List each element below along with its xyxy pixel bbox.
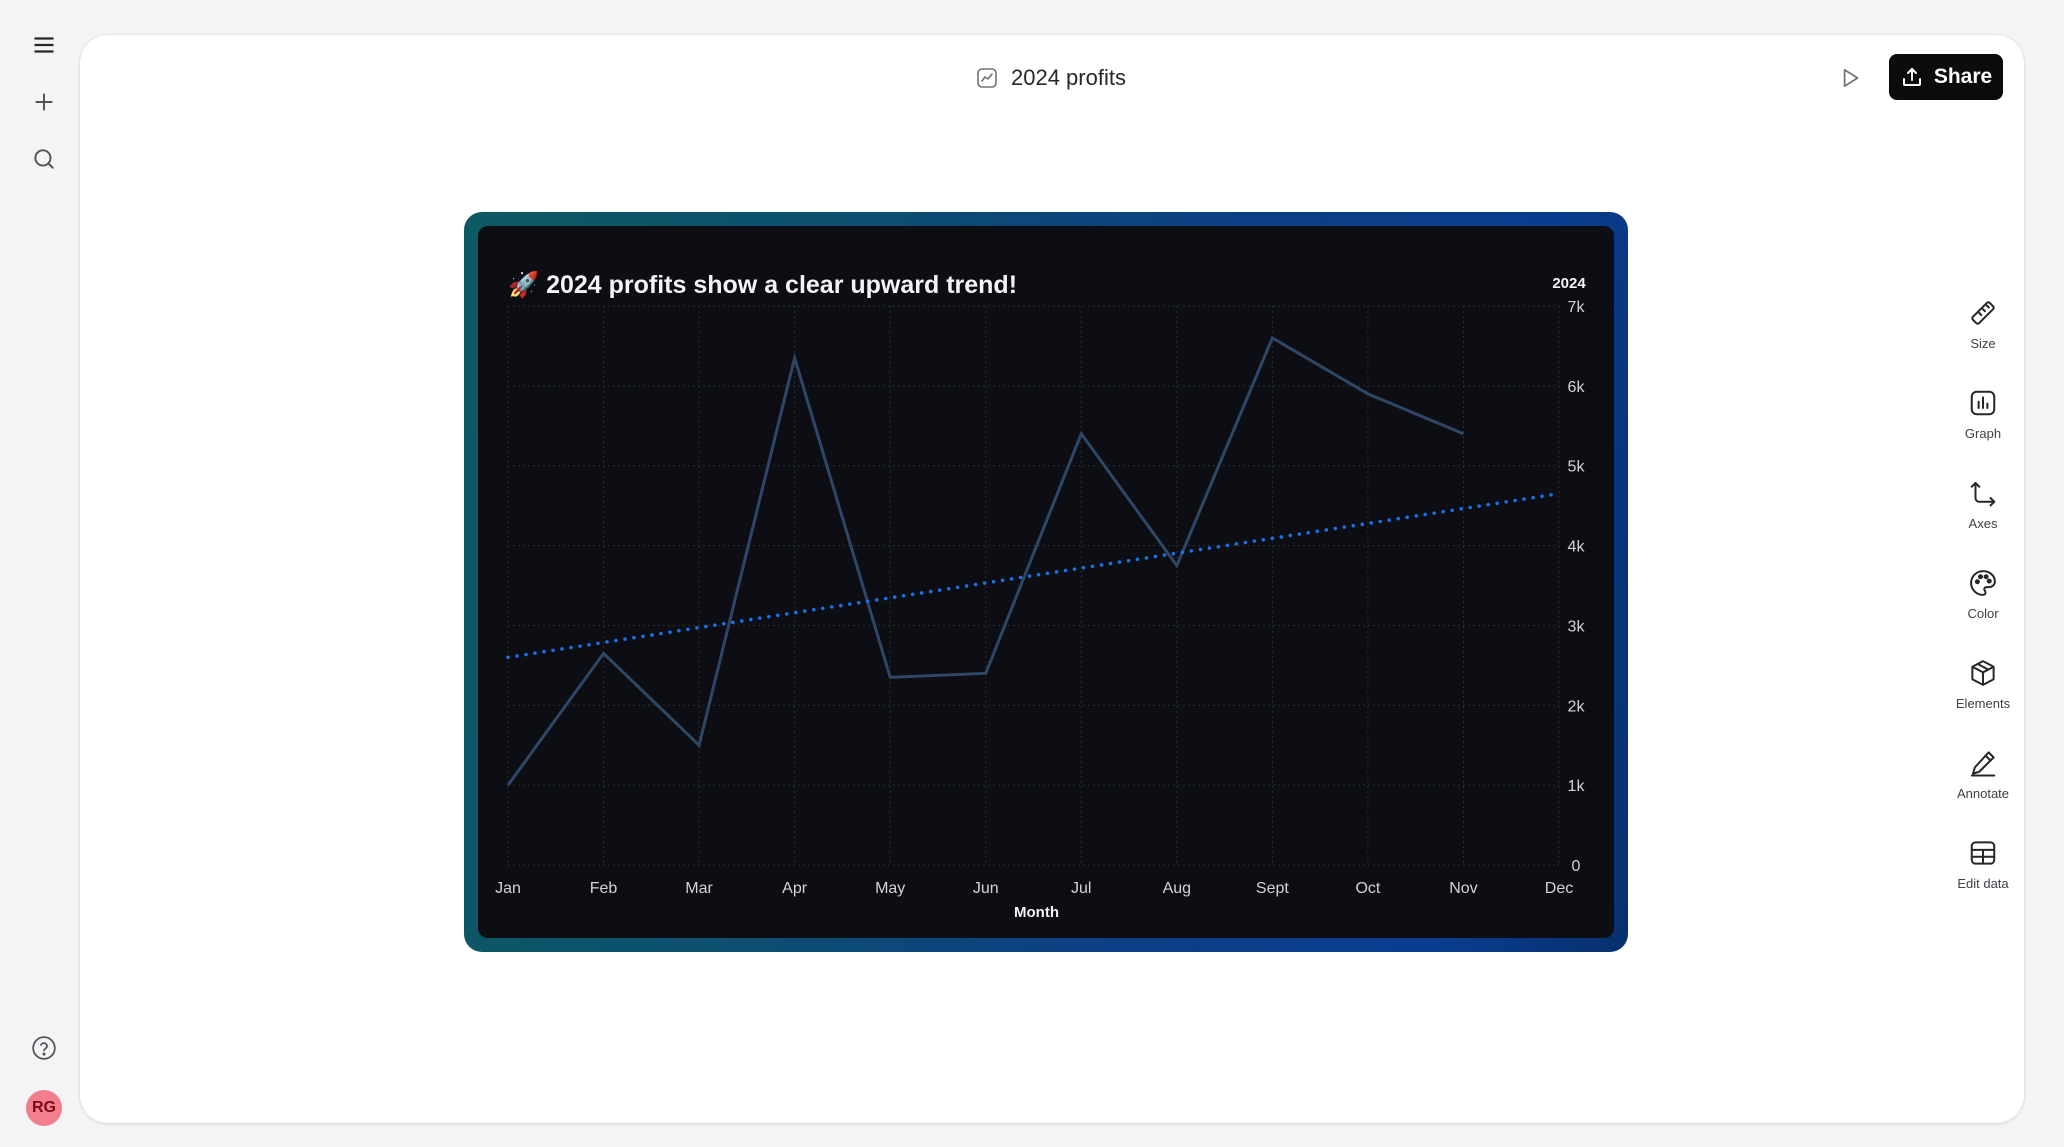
bar-chart-icon bbox=[1970, 390, 1996, 416]
x-tick-label: Apr bbox=[782, 880, 808, 897]
tool-graph-label: Graph bbox=[1964, 426, 2002, 441]
x-tick-label: Jul bbox=[1071, 880, 1091, 897]
plus-icon bbox=[35, 93, 53, 111]
left-rail: RG bbox=[0, 0, 80, 1147]
share-button[interactable]: Share bbox=[1889, 54, 2003, 100]
x-tick-label: May bbox=[875, 880, 905, 897]
x-tick-label: Jan bbox=[495, 880, 521, 897]
help-circle-icon bbox=[32, 1036, 56, 1060]
tool-size-label: Size bbox=[1970, 336, 1996, 351]
menu-button[interactable] bbox=[22, 23, 66, 67]
tool-elements-label: Elements bbox=[1955, 696, 2011, 711]
y-tick-label: 5k bbox=[1568, 459, 1586, 476]
tool-edit-data[interactable]: Edit data bbox=[1940, 830, 2026, 910]
x-tick-label: Mar bbox=[685, 880, 713, 897]
tool-annotate[interactable]: Annotate bbox=[1940, 740, 2026, 820]
table-icon bbox=[1970, 841, 1996, 865]
tool-axes[interactable]: Axes bbox=[1940, 470, 2026, 550]
tool-color[interactable]: Color bbox=[1940, 560, 2026, 640]
tool-graph[interactable]: Graph bbox=[1940, 380, 2026, 460]
y-tick-label: 2k bbox=[1568, 698, 1586, 715]
document-title-text: 2024 profits bbox=[1011, 65, 1126, 90]
chart-area: 🚀 2024 profits show a clear upward trend… bbox=[478, 226, 1614, 938]
share-label: Share bbox=[1933, 65, 1993, 88]
series-label: 2024 bbox=[1552, 275, 1586, 292]
menu-icon bbox=[34, 37, 54, 53]
cube-icon bbox=[1971, 660, 1995, 686]
x-axis-label: Month bbox=[1014, 904, 1059, 921]
line-chart: 0 1k 2k 3k 4k 5k 6k 7k Jan Feb Mar Apr May Jun Jul Aug S… bbox=[495, 275, 1586, 921]
chart-title[interactable]: 🚀 2024 profits show a clear upward trend… bbox=[508, 271, 1018, 299]
x-tick-label: Dec bbox=[1545, 880, 1573, 897]
y-tick-label: 0 bbox=[1572, 858, 1581, 875]
tool-axes-label: Axes bbox=[1968, 516, 1998, 531]
tool-size[interactable]: Size bbox=[1940, 290, 2026, 370]
trend-line bbox=[506, 491, 1561, 660]
x-tick-label: Nov bbox=[1449, 880, 1477, 897]
help-button[interactable] bbox=[22, 1026, 66, 1070]
y-tick-label: 7k bbox=[1568, 299, 1586, 316]
x-tick-label: Sept bbox=[1256, 880, 1289, 897]
upload-icon bbox=[1902, 68, 1921, 86]
tool-elements[interactable]: Elements bbox=[1940, 650, 2026, 730]
tool-annotate-label: Annotate bbox=[1956, 786, 2010, 801]
pencil-icon bbox=[1970, 751, 1996, 777]
avatar[interactable]: RG bbox=[26, 1090, 62, 1126]
tool-edit-data-label: Edit data bbox=[1957, 876, 2009, 891]
y-tick-label: 6k bbox=[1568, 379, 1586, 396]
tool-color-label: Color bbox=[1967, 606, 1999, 621]
search-icon bbox=[34, 149, 54, 169]
palette-icon bbox=[1970, 570, 1996, 596]
y-tick-label: 1k bbox=[1568, 778, 1586, 795]
axes-icon bbox=[1970, 482, 1996, 507]
x-tick-label: Aug bbox=[1163, 880, 1191, 897]
series-line bbox=[506, 335, 1465, 787]
present-button[interactable] bbox=[1830, 60, 1870, 96]
ruler-icon bbox=[1971, 301, 1995, 325]
y-tick-label: 4k bbox=[1568, 539, 1586, 556]
x-tick-label: Feb bbox=[590, 880, 618, 897]
document-title[interactable]: 2024 profits bbox=[975, 60, 1126, 96]
search-button[interactable] bbox=[22, 137, 66, 181]
y-tick-label: 3k bbox=[1568, 618, 1586, 635]
new-button[interactable] bbox=[22, 80, 66, 124]
play-icon bbox=[1843, 69, 1859, 87]
chart-file-icon bbox=[977, 68, 997, 88]
x-tick-label: Oct bbox=[1355, 880, 1380, 897]
chart-frame[interactable]: 🚀 2024 profits show a clear upward trend… bbox=[464, 212, 1628, 952]
x-tick-label: Jun bbox=[973, 880, 999, 897]
